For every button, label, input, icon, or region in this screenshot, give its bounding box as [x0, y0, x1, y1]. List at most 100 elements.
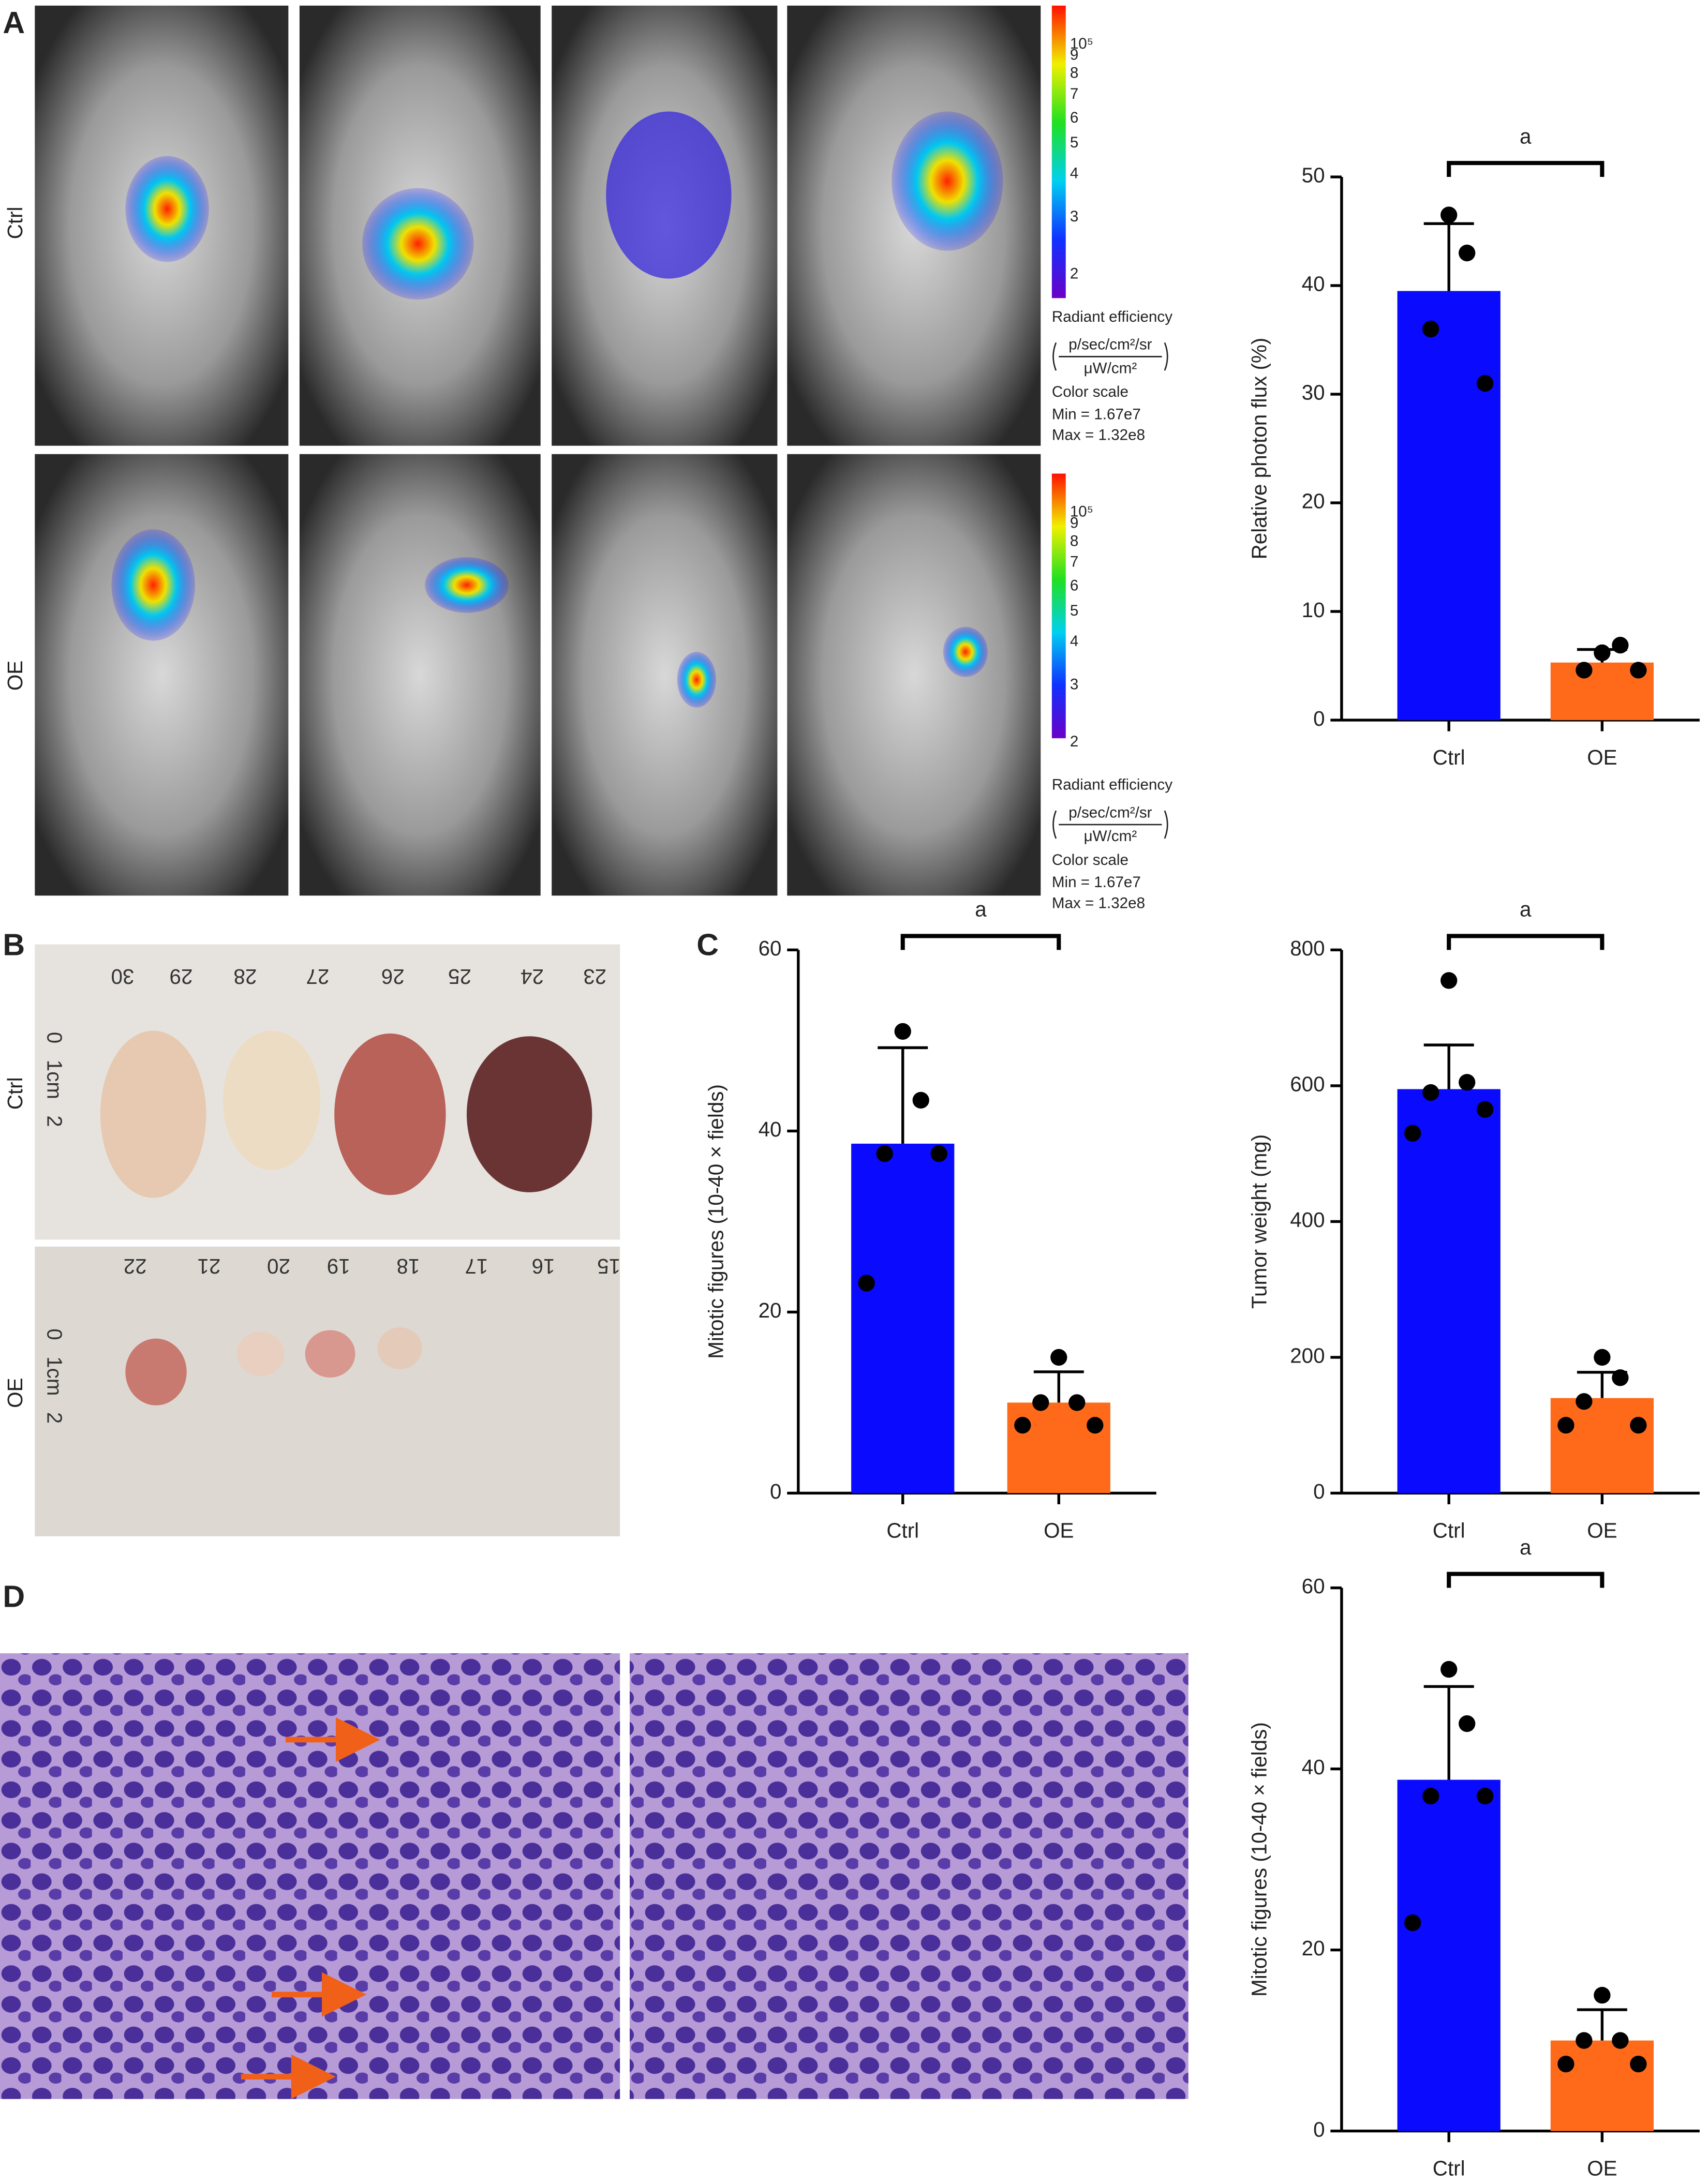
data-point — [1422, 320, 1439, 338]
x-tick-label: Ctrl — [1433, 745, 1465, 769]
y-tick-label: 400 — [1290, 1208, 1325, 1232]
x-tick-label: OE — [1587, 745, 1617, 769]
y-tick-label: 0 — [770, 1479, 781, 1503]
data-point — [1557, 2055, 1575, 2073]
data-point — [1014, 1417, 1031, 1434]
colorbar-max: Max = 1.32e8 — [1052, 894, 1145, 911]
x-tick-label: OE — [1587, 2157, 1617, 2180]
ruler-number: 26 — [381, 965, 405, 989]
error-bar — [1423, 1043, 1474, 1089]
error-bar — [1423, 1685, 1474, 1780]
ruler-number: 23 — [583, 965, 606, 989]
y-tick-label: 20 — [1302, 489, 1325, 513]
row-label: Ctrl — [3, 1077, 27, 1110]
x-tick-label: OE — [1044, 1519, 1074, 1543]
photos — [0, 5, 1189, 2099]
data-point — [1422, 1787, 1439, 1805]
data-point — [1459, 1074, 1476, 1091]
ruler-number: 16 — [532, 1254, 555, 1278]
data-point — [1612, 1369, 1629, 1386]
colorbar-tick: 7 — [1070, 85, 1078, 102]
colorbar-tick: 4 — [1070, 164, 1078, 182]
y-tick-label: 600 — [1290, 1072, 1325, 1096]
y-tick-label: 0 — [1313, 707, 1325, 730]
y-tick-label: 30 — [1302, 381, 1325, 405]
data-point — [1630, 1417, 1647, 1434]
colorbar-tick: 3 — [1070, 676, 1078, 693]
significance-bracket — [900, 934, 1061, 950]
colorbar-tick: 8 — [1070, 532, 1078, 549]
colorbar-tick: 8 — [1070, 65, 1078, 82]
ruler-number: 2 — [43, 1412, 67, 1424]
bar — [1550, 1398, 1654, 1493]
colorbar-tick: 10⁵ — [1070, 35, 1093, 52]
colorbar-title: Radiant efficiency — [1052, 308, 1172, 325]
y-tick-label: 20 — [759, 1298, 782, 1322]
paren — [1052, 342, 1168, 371]
ruler-number: 1cm — [43, 1060, 67, 1099]
colorbar-tick: 5 — [1070, 134, 1078, 151]
y-axis-label: Mitotic figures (10-40 × fields) — [1247, 1722, 1271, 1997]
x-tick-label: Ctrl — [1433, 1519, 1465, 1543]
error-bar — [1577, 2008, 1627, 2041]
ruler-number: 0 — [43, 1032, 67, 1043]
colorbar-tick: 6 — [1070, 577, 1078, 594]
data-point — [1594, 644, 1611, 662]
y-tick-label: 50 — [1302, 163, 1325, 187]
colorbar-tick: 9 — [1070, 514, 1078, 531]
data-point — [1459, 1715, 1476, 1732]
data-point — [1050, 1349, 1067, 1366]
data-point — [1404, 1914, 1421, 1932]
panel-label: C — [696, 928, 719, 962]
data-point — [1440, 1661, 1458, 1678]
ruler-number: 21 — [197, 1254, 220, 1278]
data-point — [1422, 1084, 1439, 1101]
significance-label: a — [1520, 124, 1532, 148]
row-label: OE — [3, 661, 27, 691]
colorbar-max: Max = 1.32e8 — [1052, 427, 1145, 444]
ruler-number: 27 — [306, 965, 329, 989]
data-point — [1557, 1417, 1575, 1434]
data-point — [1477, 1101, 1494, 1118]
bar — [1397, 1089, 1501, 1493]
colorbar-tick: 7 — [1070, 554, 1078, 571]
y-tick-label: 0 — [1313, 2117, 1325, 2141]
data-point — [858, 1275, 875, 1292]
colorbar-unit: μW/cm² — [1084, 828, 1137, 845]
significance-label: a — [975, 897, 987, 921]
data-point — [894, 1023, 911, 1040]
bar — [1397, 1779, 1501, 2131]
data-point — [1612, 637, 1629, 654]
row-label: OE — [3, 1378, 27, 1408]
y-tick-label: 20 — [1302, 1936, 1325, 1960]
bar — [1550, 2040, 1654, 2131]
ruler-number: 25 — [448, 965, 471, 989]
data-point — [1068, 1394, 1086, 1411]
bar — [1007, 1402, 1110, 1493]
significance-label: a — [1520, 1535, 1532, 1559]
colorbar-min: Min = 1.67e7 — [1052, 406, 1141, 423]
colorbar-min: Min = 1.67e7 — [1052, 874, 1141, 891]
y-tick-label: 60 — [1302, 1574, 1325, 1598]
data-point — [1576, 1393, 1593, 1410]
ruler-number: 2 — [43, 1115, 67, 1127]
significance-bracket — [1447, 1572, 1605, 1588]
y-tick-label: 10 — [1302, 598, 1325, 622]
colorbar-unit: p/sec/cm²/sr — [1068, 804, 1152, 821]
error-bar — [1423, 222, 1474, 291]
ruler-number: 17 — [465, 1254, 488, 1278]
data-point — [1576, 662, 1593, 679]
data-point — [1440, 206, 1458, 223]
y-tick-label: 60 — [759, 936, 782, 960]
colorbar-tick: 9 — [1070, 47, 1078, 64]
y-axis-label: Mitotic figures (10-40 × fields) — [704, 1084, 727, 1359]
x-tick-label: Ctrl — [886, 1519, 919, 1543]
row-label: Ctrl — [3, 206, 27, 239]
colorbar-tick: 4 — [1070, 633, 1078, 650]
data-point — [1087, 1417, 1104, 1434]
ruler-number: 0 — [43, 1328, 67, 1340]
ruler-number: 19 — [327, 1254, 350, 1278]
colorbar-unit: p/sec/cm²/sr — [1068, 336, 1152, 353]
y-tick-label: 200 — [1290, 1344, 1325, 1368]
